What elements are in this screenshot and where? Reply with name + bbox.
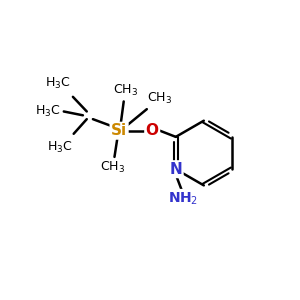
Text: NH$_2$: NH$_2$ (168, 190, 199, 207)
Text: N: N (169, 162, 182, 177)
Text: CH$_3$: CH$_3$ (100, 160, 125, 175)
Text: CH$_3$: CH$_3$ (113, 83, 138, 98)
Text: CH$_3$: CH$_3$ (147, 91, 172, 106)
Text: O: O (146, 123, 159, 138)
Text: H$_3$C: H$_3$C (47, 140, 73, 155)
Text: Si: Si (111, 123, 127, 138)
Text: H$_3$C: H$_3$C (45, 75, 70, 91)
Text: H$_3$C: H$_3$C (35, 104, 61, 119)
